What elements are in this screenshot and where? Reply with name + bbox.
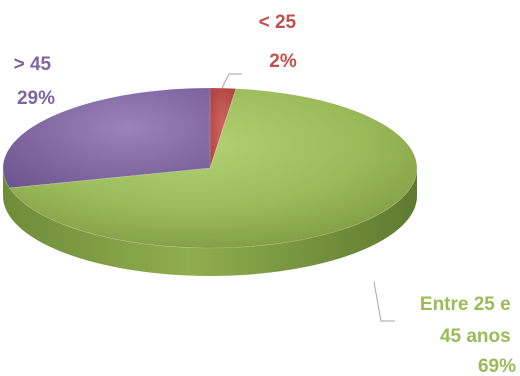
slice-mid: [8, 88, 418, 249]
leader-line-mid: [373, 281, 395, 322]
slice-label-mid: Entre 25 e 45 anos 69%: [420, 294, 516, 376]
leader-line-lt25: [221, 73, 242, 89]
pie-side-wall: [3, 168, 417, 276]
pie-slices: [2, 87, 418, 249]
slice-lt25: [209, 87, 237, 169]
slice-label-lt25: < 25 2%: [259, 12, 302, 72]
leader-lines: [221, 73, 395, 322]
pie-side-mid: [3, 168, 417, 276]
slice-gt45: [2, 87, 211, 189]
slice-label-gt45: > 45 29%: [14, 54, 57, 109]
